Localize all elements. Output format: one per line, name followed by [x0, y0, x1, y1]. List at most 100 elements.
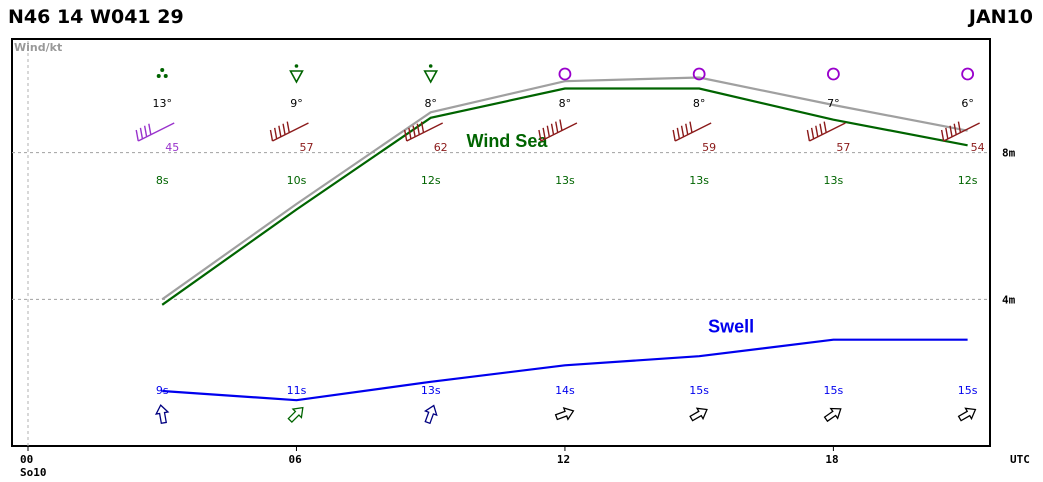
- y-tick-label: 8m: [1002, 147, 1016, 160]
- x-tick-label: 18: [825, 453, 838, 466]
- wind-barb-feather: [412, 125, 416, 137]
- swell-period-label: 15s: [958, 384, 978, 397]
- swell-direction-arrow-icon: [957, 407, 977, 422]
- wind-barb-feather: [689, 121, 693, 133]
- series-label-wind-sea: Wind Sea: [466, 131, 548, 151]
- forecast-symbols-layer: 13° 45 8s 9s 9° 57 10s 11s 8° 62 12s 13s 8° 13s 14s 8° 5…: [135, 64, 985, 425]
- wind-barb-feather: [273, 127, 278, 140]
- wind-barb-icon: [269, 121, 309, 142]
- x-tick-label: 06: [288, 453, 302, 466]
- plot-frame: [11, 38, 991, 447]
- wind-barb-feather: [148, 123, 152, 135]
- temperature-label: 8°: [424, 97, 437, 110]
- wind-barb-feather: [949, 125, 953, 137]
- wind-barb-feather: [555, 121, 559, 133]
- wind-barb-feather: [420, 121, 425, 133]
- wind-speed-label: 57: [836, 141, 850, 154]
- wind-speed-label: 54: [971, 141, 985, 154]
- wind-barb-feather: [135, 129, 139, 142]
- temperature-label: 9°: [290, 97, 303, 110]
- panel-label: Wind/kt: [14, 41, 62, 54]
- wind-barb-feather: [282, 123, 286, 135]
- swell-period-label: 11s: [287, 384, 307, 397]
- y-tick-label: 4m: [1002, 293, 1016, 306]
- wind-barb-shaft: [809, 122, 846, 142]
- wind-barb-feather: [945, 127, 949, 140]
- wind-barb-feather: [815, 125, 819, 137]
- wind-barb-feather: [139, 127, 144, 140]
- wind-barb-feather: [819, 123, 823, 135]
- swell-direction-arrow-icon: [287, 406, 304, 424]
- wind-barb-feather: [823, 121, 827, 133]
- x-tick-label: 00: [20, 453, 33, 466]
- wind-sea-period-label: 13s: [824, 174, 844, 187]
- wind-barb-feather: [408, 127, 412, 140]
- wind-barb-icon: [135, 122, 175, 142]
- grid-layer: [12, 41, 990, 446]
- wind-barb-feather: [953, 123, 957, 135]
- temperature-label: 13°: [152, 97, 172, 110]
- weather-shower-dot-icon: [160, 68, 165, 72]
- wind-sea-period-label: 10s: [287, 174, 307, 187]
- wind-barb-feather: [559, 119, 563, 131]
- wind-sea-period-label: 8s: [156, 174, 169, 187]
- wind-speed-label: 57: [299, 141, 313, 154]
- wind-barb-feather: [404, 129, 408, 142]
- wind-speed-label: 59: [702, 141, 716, 154]
- weather-circle-icon: [826, 67, 840, 81]
- wind-barb-feather: [957, 121, 962, 133]
- wind-barb-feather: [542, 127, 546, 140]
- date-label: JAN10: [968, 6, 1033, 28]
- wind-barb-icon: [538, 119, 578, 142]
- swell-direction-arrow-icon: [154, 404, 170, 425]
- weather-shower-dot-icon: [163, 74, 168, 78]
- swell-direction-arrow-icon: [554, 407, 575, 421]
- wind-barb-feather: [416, 123, 420, 135]
- wind-speed-label: 62: [434, 141, 448, 154]
- wind-barb-feather: [278, 125, 282, 137]
- weather-shower-dot-icon: [428, 64, 433, 68]
- wind-barb-icon: [404, 121, 444, 142]
- wind-barb-feather: [685, 123, 689, 135]
- series-line-total-sea: [161, 76, 968, 301]
- temperature-label: 7°: [827, 97, 840, 110]
- wind-sea-period-label: 12s: [958, 174, 978, 187]
- wind-barb-feather: [550, 123, 555, 135]
- swell-period-label: 13s: [421, 384, 441, 397]
- wind-barb-shaft: [406, 122, 444, 142]
- wind-barb-feather: [680, 125, 685, 137]
- wind-barb-shaft: [137, 122, 175, 142]
- wind-barb-shaft: [272, 122, 309, 142]
- wind-sea-period-label: 12s: [421, 174, 441, 187]
- wind-barb-shaft: [540, 122, 578, 142]
- temperature-label: 8°: [693, 97, 706, 110]
- wind-barb-feather: [672, 129, 676, 142]
- wind-barb-icon: [940, 121, 980, 142]
- wind-barb-feather: [546, 125, 551, 137]
- weather-shower-dot-icon: [156, 74, 161, 78]
- wind-barb-feather: [940, 129, 945, 142]
- wind-barb-shaft: [674, 122, 712, 142]
- wind-speed-label: 45: [165, 141, 179, 154]
- weather-shower-triangle-icon: [423, 70, 439, 84]
- weather-circle-icon: [961, 67, 975, 81]
- swell-period-label: 15s: [689, 384, 709, 397]
- wind-barb-feather: [538, 129, 542, 142]
- temperature-label: 8°: [559, 97, 572, 110]
- temperature-label: 6°: [961, 97, 974, 110]
- x-unit-label: UTC: [1010, 453, 1030, 466]
- wind-barb-shaft: [943, 122, 980, 142]
- swell-direction-arrow-icon: [823, 407, 842, 423]
- weather-circle-icon: [558, 67, 572, 81]
- swell-direction-arrow-icon: [689, 407, 708, 422]
- position-label: N46 14 W041 29: [8, 6, 184, 28]
- swell-period-label: 15s: [824, 384, 844, 397]
- swell-period-label: 9s: [156, 384, 169, 397]
- wind-barb-feather: [676, 127, 681, 140]
- x-tick-sublabel: So10: [20, 466, 47, 479]
- weather-shower-triangle-icon: [289, 70, 304, 84]
- weather-shower-dot-icon: [294, 64, 299, 68]
- wind-barb-feather: [143, 125, 148, 137]
